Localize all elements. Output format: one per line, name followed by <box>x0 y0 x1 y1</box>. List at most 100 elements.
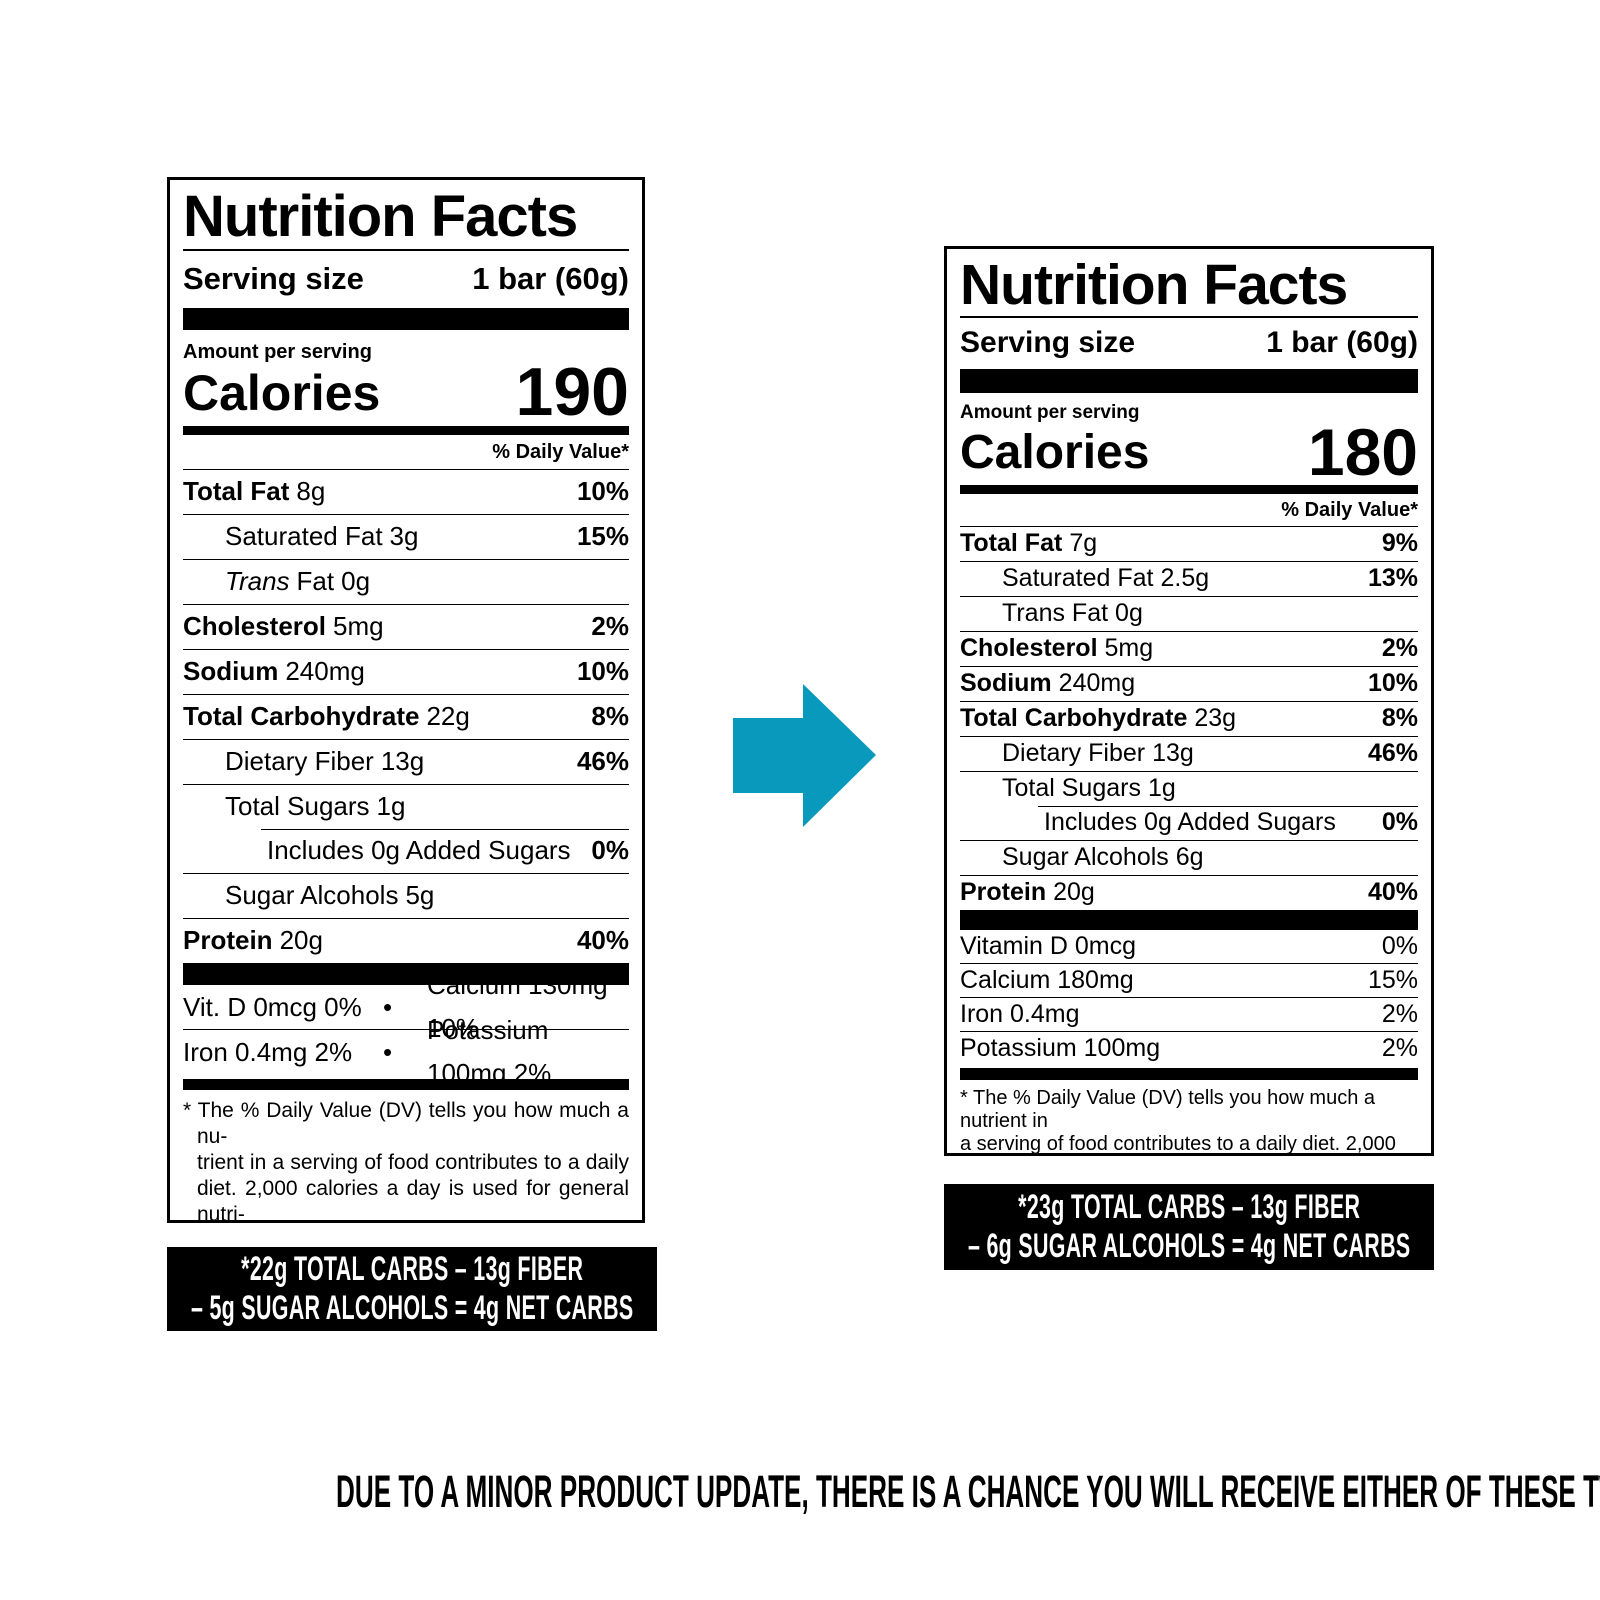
footnote-line: * The % Daily Value (DV) tells you how m… <box>183 1099 629 1148</box>
nutrient-amount: 1g <box>376 791 406 821</box>
nutrient-name: Saturated Fat 2.5g <box>1002 564 1210 592</box>
label-title: Nutrition Facts <box>183 184 578 249</box>
net-carbs-box-new: *23g TOTAL CARBS – 13g FIBER – 6g SUGAR … <box>944 1184 1434 1270</box>
row-protein: Protein 20g 40% <box>960 875 1418 910</box>
row-total-sugars: Total Sugars 1g <box>960 771 1418 806</box>
nutrient-amount: 240mg <box>1058 669 1136 697</box>
micro-row-vitamin-d: Vitamin D 0mcg 0% <box>960 930 1418 963</box>
nutrient-name: Trans Fat 0g <box>1002 599 1143 627</box>
nutrient-name: Sugar Alcohols 5g <box>225 880 435 910</box>
net-carbs-text: *23g TOTAL CARBS – 13g FIBER – 6g SUGAR … <box>968 1188 1411 1266</box>
row-sugar-alcohols: Sugar Alcohols 5g <box>183 873 629 918</box>
serving-size-label: Serving size <box>183 261 364 296</box>
nutrient-name: Protein 20g <box>183 925 323 955</box>
row-total-fat: Total Fat 7g 9% <box>960 526 1418 561</box>
footnote-line: trient in a serving of food contributes … <box>197 1151 629 1174</box>
daily-value-percent: 15% <box>576 521 629 551</box>
nutrient-name: Includes 0g Added Sugars <box>1044 808 1336 836</box>
row-saturated-fat: Saturated Fat 3g 15% <box>183 514 629 559</box>
daily-value-percent: 15% <box>1367 966 1418 994</box>
nutrient-name: Total Carbohydrate 23g <box>960 704 1237 732</box>
daily-value-percent: 10% <box>1367 669 1418 697</box>
daily-value-percent: 10% <box>576 656 629 686</box>
row-cholesterol: Cholesterol 5mg 2% <box>183 604 629 649</box>
footnote: * The % Daily Value (DV) tells you how m… <box>183 1090 629 1223</box>
serving-size-row: Serving size 1 bar (60g) <box>960 319 1418 369</box>
nutrient-name: Sugar Alcohols 6g <box>1002 843 1204 871</box>
net-carbs-text: *22g TOTAL CARBS – 13g FIBER – 5g SUGAR … <box>191 1250 634 1328</box>
daily-value-header: % Daily Value* <box>492 441 629 463</box>
net-carbs-line-2: – 6g SUGAR ALCOHOLS = 4g NET CARBS <box>967 1227 1411 1265</box>
thick-divider <box>183 308 629 330</box>
row-dietary-fiber: Dietary Fiber 13g 46% <box>960 736 1418 771</box>
nutrient-amount: 7g <box>1069 529 1098 557</box>
title-rule <box>183 249 629 251</box>
nutrient-amount: 5g <box>405 880 435 910</box>
nutrient-name: Total Fat 7g <box>960 529 1098 557</box>
daily-value-percent: 13% <box>1367 564 1418 592</box>
bullet-separator: • <box>383 1036 393 1067</box>
serving-size-row: Serving size 1 bar (60g) <box>183 252 629 308</box>
bullet-separator: • <box>383 991 393 1022</box>
calories-label: Calories <box>183 365 381 421</box>
serving-size-label: Serving size <box>960 326 1136 359</box>
calories-row: Calories 180 <box>960 419 1418 485</box>
daily-value-percent: 8% <box>591 701 629 731</box>
daily-value-percent: 10% <box>576 476 629 506</box>
nutrient-amount: 13g <box>1152 739 1194 767</box>
footnote-line: diet. 2,000 calories a day is used for g… <box>197 1177 629 1223</box>
row-trans-fat: Trans Fat 0g <box>960 596 1418 631</box>
serving-size-value: 1 bar (60g) <box>472 261 629 296</box>
nutrition-label-old: Nutrition Facts Serving size 1 bar (60g) … <box>167 177 645 1223</box>
net-carbs-line-2: – 5g SUGAR ALCOHOLS = 4g NET CARBS <box>190 1289 634 1327</box>
nutrient-name: Sodium 240mg <box>960 669 1136 697</box>
calories-label: Calories <box>960 426 1150 479</box>
row-sodium: Sodium 240mg 10% <box>960 666 1418 701</box>
nutrient-amount: 22g <box>426 701 470 731</box>
footnote-line: * The % Daily Value (DV) tells you how m… <box>960 1087 1375 1132</box>
nutrient-amount: 20g <box>279 925 323 955</box>
thick-divider <box>960 369 1418 393</box>
daily-value-header: % Daily Value* <box>1281 499 1418 521</box>
arrow-right-icon <box>733 684 876 827</box>
label-title: Nutrition Facts <box>960 253 1348 317</box>
nutrient-name: Total Sugars 1g <box>225 791 406 821</box>
title-rule <box>960 316 1418 318</box>
nutrient-name: Dietary Fiber 13g <box>225 746 425 776</box>
nutrient-amount: 20g <box>1053 878 1095 906</box>
row-added-sugars: Includes 0g Added Sugars 0% <box>960 806 1418 840</box>
net-carbs-line-1: *22g TOTAL CARBS – 13g FIBER <box>240 1250 584 1288</box>
row-total-fat: Total Fat 8g 10% <box>183 469 629 514</box>
nutrient-amount: 240mg <box>285 656 365 686</box>
daily-value-percent: 2% <box>591 611 629 641</box>
micro-row-potassium: Potassium 100mg 2% <box>960 1031 1418 1065</box>
daily-value-percent: 40% <box>1367 878 1418 906</box>
disclaimer-text: DUE TO A MINOR PRODUCT UPDATE, THERE IS … <box>336 1466 1600 1517</box>
nutrient-name: Total Carbohydrate 22g <box>183 701 470 731</box>
net-carbs-box-old: *22g TOTAL CARBS – 13g FIBER – 5g SUGAR … <box>167 1247 657 1331</box>
nutrition-label-new: Nutrition Facts Serving size 1 bar (60g) … <box>944 246 1434 1156</box>
nutrient-name: Cholesterol 5mg <box>960 634 1154 662</box>
calories-divider <box>960 485 1418 494</box>
nutrient-rows: Total Fat 7g 9% Saturated Fat 2.5g 13% Trans… <box>960 526 1418 910</box>
nutrient-name: Includes 0g Added Sugars <box>267 835 571 865</box>
nutrient-name: Saturated Fat 3g <box>225 521 419 551</box>
calories-divider <box>183 426 629 435</box>
daily-value-percent: 2% <box>1381 634 1418 662</box>
micro-row-calcium: Calcium 180mg 15% <box>960 963 1418 997</box>
row-protein: Protein 20g 40% <box>183 918 629 963</box>
nutrient-amount: 23g <box>1194 704 1237 732</box>
nutrient-rows: Total Fat 8g 10% Saturated Fat 3g 15% Trans F… <box>183 469 629 963</box>
thick-divider <box>960 910 1418 930</box>
row-dietary-fiber: Dietary Fiber 13g 46% <box>183 739 629 784</box>
daily-value-percent: 9% <box>1381 529 1418 557</box>
daily-value-percent: 40% <box>576 925 629 955</box>
daily-value-percent: 8% <box>1381 704 1418 732</box>
serving-size-value: 1 bar (60g) <box>1266 326 1418 359</box>
row-total-carbohydrate: Total Carbohydrate 23g 8% <box>960 701 1418 736</box>
nutrient-amount: 8g <box>296 476 326 506</box>
micros-row-1: Vit. D 0mcg 0% • Calcium 130mg 10% <box>183 970 608 1043</box>
nutrient-amount: 2.5g <box>1160 564 1210 592</box>
footnote-divider <box>960 1068 1418 1080</box>
row-cholesterol: Cholesterol 5mg 2% <box>960 631 1418 666</box>
